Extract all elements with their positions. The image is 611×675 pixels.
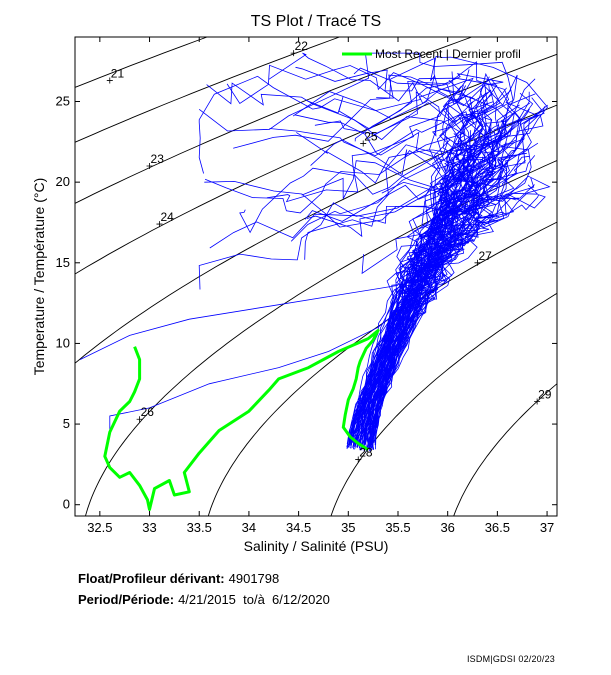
historical-profile bbox=[361, 85, 469, 443]
y-tick-label: 25 bbox=[56, 94, 70, 109]
density-contour-label-29: 29 bbox=[538, 387, 552, 401]
historical-profile bbox=[354, 71, 456, 450]
density-contour-marker-25 bbox=[360, 140, 367, 147]
density-contours bbox=[75, 37, 557, 516]
historical-profiles bbox=[79, 52, 551, 452]
historical-profile bbox=[359, 150, 502, 443]
period-label: Period/Période: bbox=[78, 592, 175, 607]
density-contour-27 bbox=[207, 221, 557, 516]
density-contour-23 bbox=[75, 37, 474, 204]
y-tick-label: 20 bbox=[56, 174, 70, 189]
x-tick-label: 36 bbox=[440, 520, 454, 535]
density-contour-label-27: 27 bbox=[478, 249, 492, 263]
footer-date: 02/20/23 bbox=[518, 654, 555, 664]
historical-profile bbox=[269, 104, 514, 445]
density-contour-label-21: 21 bbox=[111, 67, 125, 81]
historical-profile bbox=[363, 76, 490, 448]
historical-profile bbox=[367, 72, 501, 443]
historical-profile bbox=[358, 93, 536, 449]
x-tick-label: 33 bbox=[142, 520, 156, 535]
historical-profile bbox=[352, 156, 484, 448]
historical-profile bbox=[357, 106, 545, 449]
plot-axes: 32.5 33 33.5 34 34.5 35 35.5 36 36.5 37 0 5 10 15 20 25 bbox=[56, 36, 558, 535]
x-tick-label: 36.5 bbox=[485, 520, 510, 535]
historical-profile bbox=[79, 285, 399, 360]
density-contour-label-28: 28 bbox=[359, 446, 373, 460]
x-tick-label: 32.5 bbox=[87, 520, 112, 535]
historical-profile bbox=[365, 183, 493, 451]
historical-profile bbox=[351, 110, 484, 444]
x-tick-label: 35 bbox=[341, 520, 355, 535]
y-tick-label: 10 bbox=[56, 335, 70, 350]
historical-profile bbox=[290, 139, 467, 445]
historical-profile bbox=[361, 155, 536, 451]
y-tick-label: 0 bbox=[63, 497, 70, 512]
chart-title: TS Plot / Tracé TS bbox=[251, 13, 381, 30]
float-id-row: Float/Profileur dérivant: 4901798 bbox=[78, 571, 279, 586]
most-recent-profile bbox=[103, 329, 380, 511]
x-tick-label: 34 bbox=[242, 520, 256, 535]
y-tick-label: 15 bbox=[56, 255, 70, 270]
historical-profile bbox=[366, 97, 545, 448]
historical-profile bbox=[367, 69, 470, 447]
footer-isdm: ISDM bbox=[466, 654, 491, 664]
historical-profile bbox=[304, 110, 522, 447]
density-contour-28 bbox=[330, 292, 557, 516]
density-contour-marker-21 bbox=[106, 77, 113, 84]
density-contour-label-24: 24 bbox=[160, 210, 174, 224]
historical-profile bbox=[294, 114, 497, 446]
density-contour-marker-23 bbox=[146, 163, 153, 170]
density-contour-29 bbox=[453, 383, 557, 516]
density-contour-marker-22 bbox=[290, 50, 297, 57]
density-contour-label-25: 25 bbox=[364, 129, 378, 143]
density-contour-25 bbox=[75, 104, 557, 364]
x-axis-label: Salinity / Salinité (PSU) bbox=[244, 538, 389, 554]
historical-profile bbox=[239, 150, 489, 443]
density-contour-marker-24 bbox=[156, 221, 163, 228]
density-contour-marker-29 bbox=[534, 398, 541, 405]
x-tick-label: 33.5 bbox=[187, 520, 212, 535]
density-contour-marker-26 bbox=[136, 416, 143, 423]
float-id-value: 4901798 bbox=[228, 571, 280, 586]
x-tick-label: 37 bbox=[540, 520, 554, 535]
footer-credit: ISDM|GDSI 02/20/23 bbox=[467, 654, 555, 664]
density-contour-24 bbox=[75, 53, 557, 275]
most-recent-profile-line bbox=[103, 329, 380, 511]
float-id-label: Float/Profileur dérivant: bbox=[78, 571, 225, 586]
legend: Most Recent | Dernier profil bbox=[342, 47, 521, 61]
historical-profile bbox=[306, 61, 539, 447]
x-tick-label: 34.5 bbox=[286, 520, 311, 535]
historical-profile bbox=[372, 194, 499, 444]
period-value: 4/21/2015 to/à 6/12/2020 bbox=[178, 592, 330, 607]
density-contour-marker-27 bbox=[474, 259, 481, 266]
historical-profile bbox=[233, 57, 495, 449]
y-axis-label: Temperature / Température (°C) bbox=[31, 178, 47, 376]
legend-label-most-recent: Most Recent | Dernier profil bbox=[375, 47, 521, 61]
historical-profile bbox=[198, 75, 474, 446]
density-contour-marker-28 bbox=[355, 456, 362, 463]
y-tick-label: 5 bbox=[63, 416, 70, 431]
x-tick-label: 35.5 bbox=[385, 520, 410, 535]
footer-gdsi: GDSI bbox=[492, 654, 516, 664]
density-contour-26 bbox=[84, 160, 557, 516]
historical-profile bbox=[226, 64, 518, 447]
density-contour-label-26: 26 bbox=[141, 405, 155, 419]
period-row: Period/Période: 4/21/2015 to/à 6/12/2020 bbox=[78, 592, 330, 607]
footer-separator: | bbox=[490, 654, 493, 664]
historical-profile bbox=[349, 196, 481, 444]
density-contour-labels: 21 22 23 24 25 26 27 28 29 bbox=[106, 39, 552, 463]
historical-profile bbox=[367, 142, 508, 444]
density-contour-22 bbox=[75, 37, 341, 143]
density-contour-label-22: 22 bbox=[295, 39, 309, 53]
density-contour-label-23: 23 bbox=[151, 152, 165, 166]
plot-frame bbox=[74, 36, 558, 517]
